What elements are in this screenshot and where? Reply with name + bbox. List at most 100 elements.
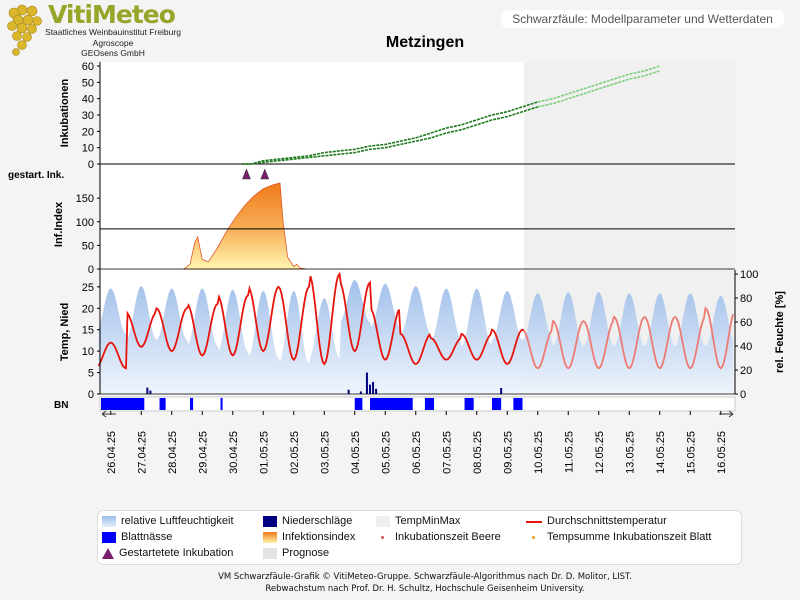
ylabel-started-incubations: gestart. Ink.	[8, 170, 64, 181]
legend-item-tempminmax: TempMinMax	[376, 514, 460, 528]
incubation-line-0	[241, 101, 538, 165]
y-tick-label: 150	[76, 193, 94, 205]
legend-label: Prognose	[282, 547, 330, 559]
infection-index-area	[182, 182, 307, 270]
legend-label: Durchschnittstemperatur	[547, 515, 667, 527]
avg-temperature-line	[97, 271, 525, 370]
ylabel-leaf-wetness: BN	[54, 400, 68, 411]
x-tick-label: 06.05.25	[411, 431, 423, 474]
legend-item-infection-index: Infektionsindex	[263, 530, 355, 544]
precipitation-bar	[500, 388, 503, 394]
leaf-wetness-segment	[464, 398, 474, 410]
x-tick-label: 29.04.25	[197, 431, 209, 474]
precipitation-bar	[372, 382, 375, 394]
x-tick-label: 11.05.25	[563, 431, 575, 473]
footer-line-1: VM Schwarzfäule-Grafik © VitiMeteo-Grupp…	[218, 572, 632, 582]
y-tick-label-right: 20	[740, 365, 752, 377]
x-tick-label: 02.05.25	[289, 431, 301, 474]
chart-title: Metzingen	[385, 34, 465, 51]
ylabel-weather: Temp, Nied	[59, 303, 71, 361]
x-tick-label: 28.04.25	[167, 431, 179, 474]
x-tick-label: 03.05.25	[319, 431, 331, 474]
legend-swatch-prognose	[263, 547, 277, 559]
legend: relative Luftfeuchtigkeit Blattnässe Ges…	[97, 510, 742, 565]
y-tick-label: 20	[82, 303, 94, 315]
legend-swatch-tempsum-leaf	[526, 532, 542, 543]
leaf-wetness-segment	[424, 398, 435, 410]
y-tick-label: 30	[82, 110, 94, 122]
grape-logo-icon	[7, 4, 42, 56]
scroll-left-icon	[101, 410, 116, 418]
x-tick-label: 07.05.25	[441, 431, 453, 474]
y-tick-label: 10	[82, 143, 94, 155]
precipitation-bar	[347, 389, 350, 394]
legend-item-avg-temp: Durchschnittstemperatur	[526, 514, 667, 528]
y-tick-label: 15	[82, 325, 94, 337]
x-tick-label: 14.05.25	[655, 431, 667, 474]
leaf-wetness-segment	[492, 398, 502, 410]
y-tick-label-right: 40	[740, 341, 752, 353]
precipitation-bar	[359, 391, 362, 394]
x-tick-label: 16.05.25	[716, 431, 728, 474]
ylabel-infection-index: Inf.Index	[53, 201, 65, 247]
leaf-wetness-segment	[370, 398, 413, 410]
precipitation-bar	[369, 384, 371, 394]
incubation-line-1	[241, 106, 538, 165]
legend-item-tempsum-leaf: Tempsumme Inkubationszeit Blatt	[526, 530, 711, 544]
y-tick-label: 20	[82, 126, 94, 138]
footer-line-2: Rebwachstum nach Prof. Dr. H. Schultz, H…	[265, 584, 585, 594]
legend-swatch-infection-index	[263, 531, 277, 543]
y-tick-label: 50	[82, 240, 94, 252]
legend-swatch-incubation-berry	[376, 532, 390, 543]
precipitation-bar	[149, 390, 152, 394]
y-tick-label: 0	[88, 159, 94, 171]
org-line-1: Staatliches Weinbauinstitut Freiburg	[45, 27, 181, 37]
ylabel-humidity: rel. Feuchte [%]	[774, 291, 786, 373]
leaf-wetness-segment	[159, 398, 166, 410]
x-tick-label: 09.05.25	[502, 431, 514, 474]
legend-label: Inkubationszeit Beere	[395, 531, 501, 543]
legend-item-precipitation: Niederschläge	[263, 514, 352, 528]
legend-label: relative Luftfeuchtigkeit	[121, 515, 234, 527]
legend-swatch-precipitation	[263, 515, 277, 527]
legend-label: Tempsumme Inkubationszeit Blatt	[547, 531, 712, 543]
legend-swatch-tempminmax	[376, 515, 390, 527]
leaf-wetness-segment	[190, 398, 194, 410]
logo-title: VitiMeteo	[48, 0, 176, 29]
legend-label: Niederschläge	[282, 515, 353, 527]
x-tick-label: 12.05.25	[594, 431, 606, 474]
x-tick-label: 13.05.25	[624, 431, 636, 474]
precipitation-bar	[146, 387, 149, 394]
y-tick-label-right: 60	[740, 317, 752, 329]
vitimeteo-logo: VitiMeteo Staatliches Weinbauinstitut Fr…	[2, 0, 192, 62]
x-tick-label: 01.05.25	[258, 431, 270, 474]
legend-item-humidity: relative Luftfeuchtigkeit	[102, 514, 234, 528]
legend-label: Gestartetete Inkubation	[119, 547, 234, 559]
y-tick-label: 25	[82, 282, 94, 294]
legend-swatch-avg-temp	[526, 516, 542, 527]
x-tick-label: 30.04.25	[228, 431, 240, 474]
incubation-line-prognose-0	[537, 65, 660, 103]
avg-temperature-line-prognose	[523, 306, 734, 370]
y-tick-label: 60	[82, 61, 94, 73]
x-tick-label: 27.04.25	[136, 431, 148, 474]
incubation-line-prognose-1	[537, 70, 660, 108]
precipitation-bar	[375, 388, 378, 394]
legend-item-started-incubation: Gestartetete Inkubation	[102, 546, 233, 560]
org-line-2: Agroscope	[92, 38, 134, 48]
legend-label: TempMinMax	[395, 515, 461, 527]
legend-swatch-leaf-wetness	[102, 531, 116, 543]
y-tick-label: 50	[82, 77, 94, 89]
x-tick-label: 15.05.25	[685, 431, 697, 474]
y-tick-label-right: 80	[740, 293, 752, 305]
y-tick-label-right: 100	[740, 269, 758, 281]
y-tick-label: 10	[82, 346, 94, 358]
y-tick-label: 5	[88, 368, 94, 380]
leaf-wetness-segment	[220, 398, 223, 410]
y-tick-label: 0	[88, 264, 94, 276]
leaf-wetness-segment	[101, 398, 145, 410]
precipitation-bar	[365, 372, 368, 394]
x-tick-label: 10.05.25	[533, 431, 545, 474]
y-tick-label: 40	[82, 94, 94, 106]
